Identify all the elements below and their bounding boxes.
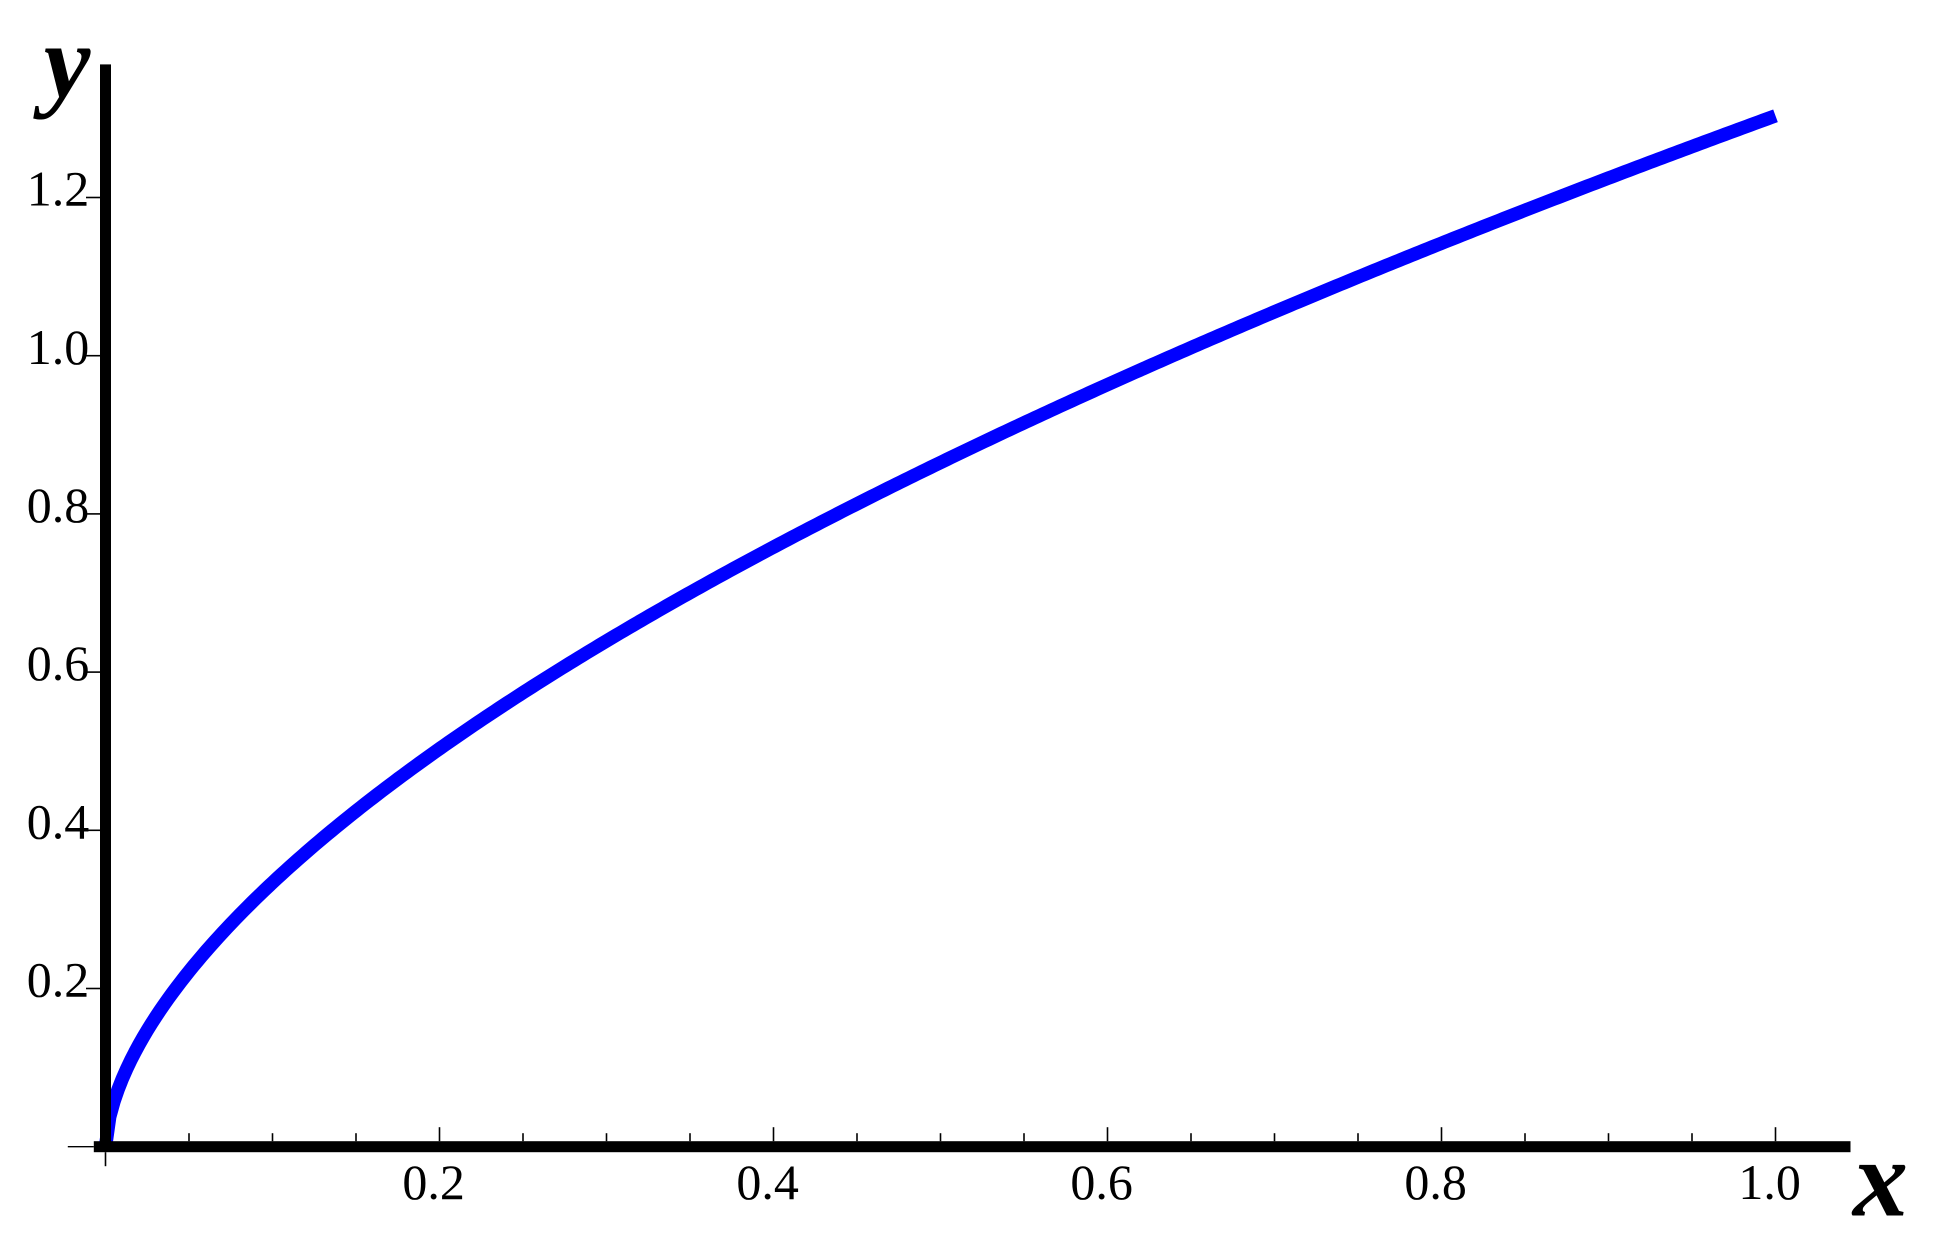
svg-text:1.0: 1.0 — [1738, 1154, 1801, 1210]
svg-text:0.8: 0.8 — [27, 477, 90, 533]
svg-text:1.0: 1.0 — [27, 319, 90, 375]
svg-text:0.6: 0.6 — [27, 635, 90, 691]
svg-text:0.4: 0.4 — [736, 1154, 799, 1210]
svg-text:1.2: 1.2 — [27, 161, 90, 217]
svg-text:x: x — [1851, 1117, 1908, 1239]
svg-text:0.2: 0.2 — [402, 1154, 465, 1210]
svg-text:0.8: 0.8 — [1404, 1154, 1467, 1210]
svg-text:0.6: 0.6 — [1070, 1154, 1133, 1210]
svg-text:0.2: 0.2 — [27, 952, 90, 1008]
svg-text:0.4: 0.4 — [27, 793, 90, 849]
